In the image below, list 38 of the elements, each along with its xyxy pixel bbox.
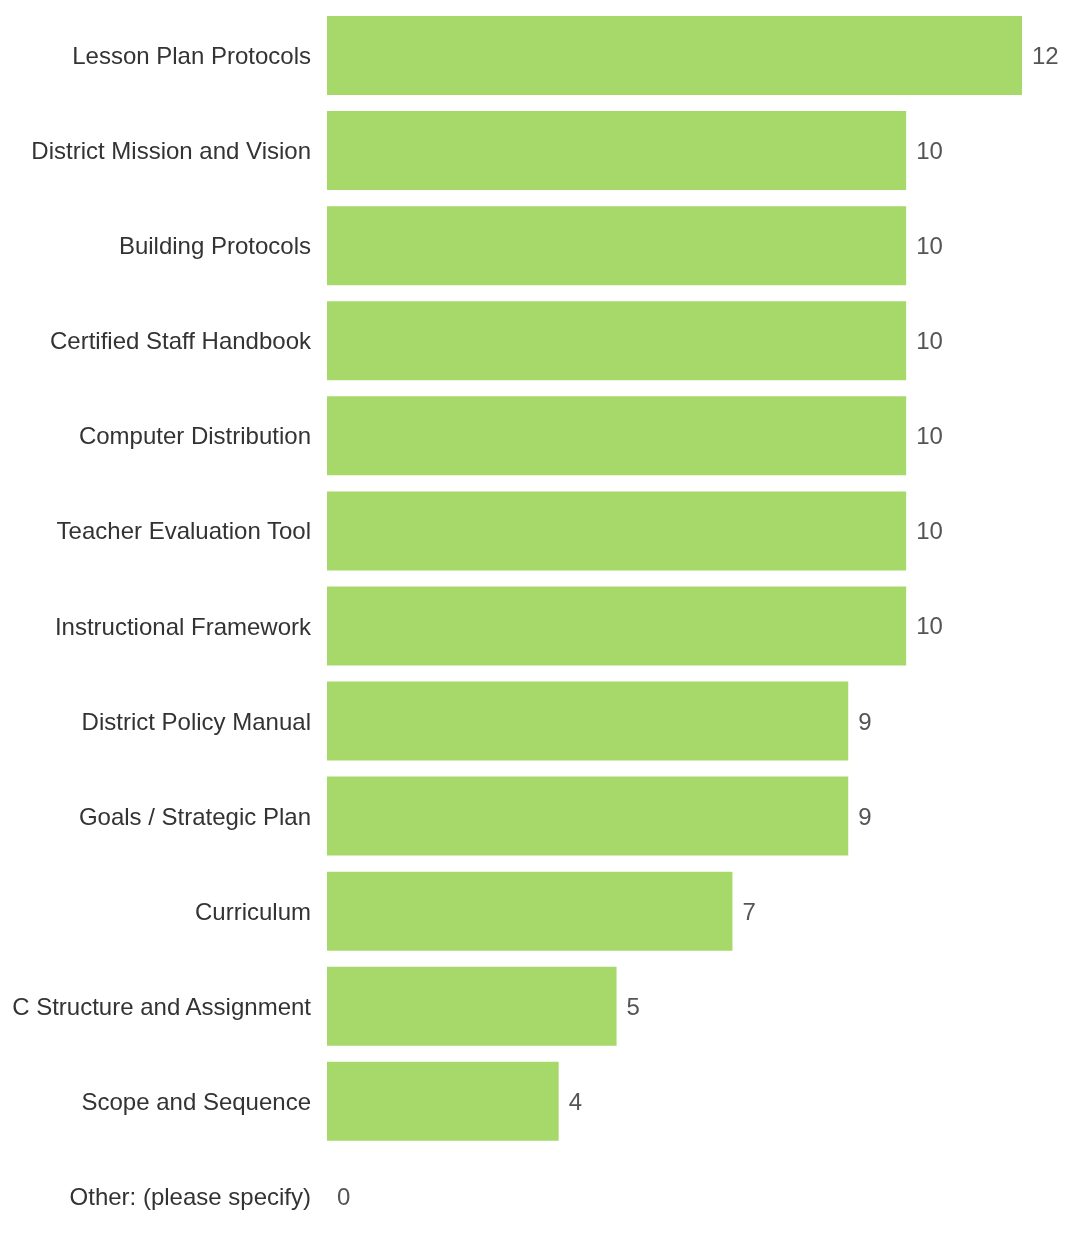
data-label: 10	[916, 422, 943, 450]
data-label: 12	[1032, 42, 1059, 69]
y-tick-label: Computer Distribution	[78, 422, 311, 450]
y-tick-label: Teacher Evaluation Tool	[56, 517, 311, 545]
y-tick-label: Lesson Plan Protocols	[72, 42, 311, 70]
data-label: 0	[337, 1182, 351, 1210]
y-tick-label: Scope and Sequence	[81, 1087, 311, 1115]
data-label: 10	[916, 232, 943, 260]
data-label: 9	[858, 707, 872, 735]
y-tick-label: Curriculum	[194, 897, 311, 925]
data-label: 7	[742, 897, 756, 925]
bar	[327, 206, 907, 286]
bar	[327, 681, 849, 761]
y-tick-label: Building Protocols	[118, 232, 311, 260]
data-label: 5	[626, 992, 640, 1020]
bar	[327, 966, 617, 1046]
bar	[327, 776, 849, 856]
bar	[327, 301, 907, 381]
bar	[327, 586, 907, 666]
y-tick-label: District Policy Manual	[81, 707, 311, 735]
bar	[327, 871, 733, 951]
data-label: 10	[916, 137, 943, 165]
y-tick-label: Instructional Framework	[54, 612, 312, 640]
data-label: 4	[568, 1087, 583, 1115]
y-tick-label: Certified Staff Handbook	[49, 327, 312, 355]
bar	[327, 1061, 559, 1141]
data-label: 10	[916, 517, 943, 545]
data-label: 10	[916, 327, 943, 355]
y-tick-label: District Mission and Vision	[31, 137, 311, 165]
data-label: 9	[858, 802, 872, 830]
y-tick-label: C Structure and Assignment	[12, 992, 312, 1020]
bar	[327, 16, 1022, 95]
y-tick-label: Goals / Strategic Plan	[78, 802, 311, 830]
data-label: 10	[916, 612, 943, 640]
y-tick-label: Other: (please specify)	[69, 1182, 311, 1210]
bar	[327, 396, 907, 476]
bar	[327, 491, 907, 571]
bar	[327, 111, 907, 191]
